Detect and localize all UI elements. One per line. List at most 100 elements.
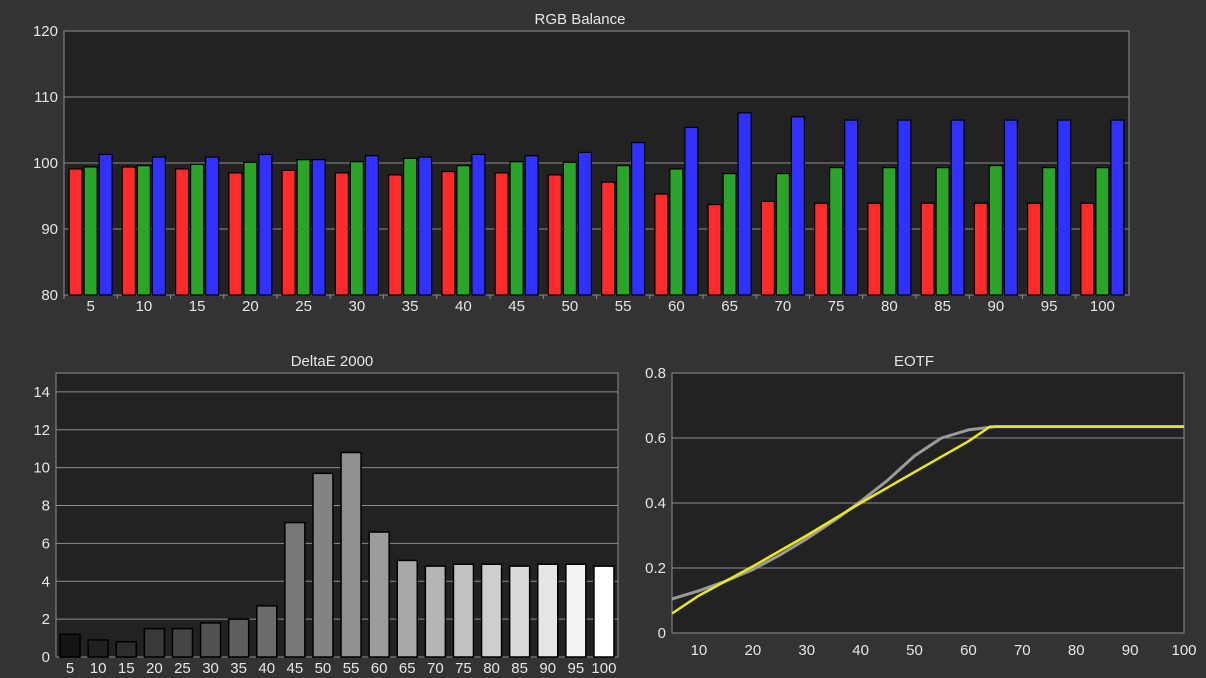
rgb-bar-blue bbox=[737, 112, 752, 296]
rgb-bar-red bbox=[121, 166, 136, 296]
rgb-x-tick-label: 55 bbox=[615, 298, 632, 315]
rgb-balance-chart: RGB Balance 80 90 100 110 120 5 10 15 20 25 30 35 4… bbox=[33, 11, 1130, 315]
rgb-x-tick-label: 40 bbox=[455, 298, 472, 315]
deltae-bar bbox=[227, 618, 250, 658]
rgb-bar-green bbox=[243, 161, 258, 296]
rgb-bar-red bbox=[1027, 202, 1042, 296]
deltae-x-tick-label: 35 bbox=[230, 660, 247, 677]
deltae-bar bbox=[171, 627, 194, 658]
rgb-x-tick-label: 90 bbox=[988, 298, 1005, 315]
rgb-bar-green bbox=[1042, 167, 1057, 296]
rgb-bar-red bbox=[601, 181, 616, 296]
deltae-x-tick-label: 100 bbox=[591, 660, 616, 677]
eotf-lines bbox=[671, 425, 1184, 615]
deltae-x-tick-label: 95 bbox=[568, 660, 585, 677]
rgb-bar-blue bbox=[524, 155, 539, 296]
rgb-bar-red bbox=[867, 202, 882, 296]
eotf-measured-line bbox=[671, 425, 1184, 615]
deltae-bar bbox=[565, 563, 587, 658]
rgb-y-tick-label: 110 bbox=[34, 89, 58, 106]
rgb-x-tick-label: 5 bbox=[86, 298, 94, 315]
deltae-x-tick-label: 65 bbox=[399, 660, 416, 677]
eotf-y-tick-label: 0.4 bbox=[645, 495, 666, 512]
rgb-bar-green bbox=[136, 165, 151, 296]
rgb-balance-title: RGB Balance bbox=[535, 11, 626, 28]
eotf-y-tick-label: 0.8 bbox=[645, 365, 666, 382]
rgb-bar-red bbox=[388, 174, 403, 296]
eotf-x-axis: 10 20 30 40 50 60 70 80 90 100 bbox=[691, 642, 1197, 659]
deltae-y-axis: 0 2 4 6 8 10 12 14 bbox=[33, 384, 50, 666]
rgb-bar-green bbox=[775, 172, 790, 296]
rgb-x-tick-label: 20 bbox=[242, 298, 259, 315]
rgb-bar-green bbox=[722, 172, 737, 296]
rgb-bar-green bbox=[616, 165, 631, 296]
deltae-bar bbox=[508, 565, 531, 658]
eotf-x-tick-label: 40 bbox=[852, 642, 869, 659]
deltae-bar bbox=[452, 563, 475, 658]
eotf-x-tick-label: 70 bbox=[1014, 642, 1031, 659]
eotf-x-tick-label: 90 bbox=[1122, 642, 1139, 659]
deltae-y-tick-label: 6 bbox=[42, 535, 50, 552]
deltae-y-tick-label: 14 bbox=[33, 384, 50, 401]
rgb-bar-blue bbox=[631, 141, 646, 296]
deltae-x-tick-label: 10 bbox=[90, 660, 107, 677]
rgb-x-tick-label: 25 bbox=[295, 298, 312, 315]
deltae-x-tick-label: 45 bbox=[287, 660, 304, 677]
deltae-y-tick-label: 8 bbox=[42, 498, 50, 515]
deltae-y-tick-label: 0 bbox=[42, 649, 50, 666]
rgb-bar-green bbox=[935, 167, 950, 296]
eotf-title: EOTF bbox=[894, 353, 934, 370]
eotf-y-tick-label: 0.2 bbox=[645, 560, 666, 577]
deltae-chart: DeltaE 2000 0 2 4 6 8 10 12 14 5 10 15 20 25 30 35 40 4… bbox=[33, 353, 619, 677]
deltae-bar bbox=[87, 639, 109, 658]
deltae-bar bbox=[480, 563, 503, 658]
deltae-x-axis: 5 10 15 20 25 30 35 40 45 50 55 60 65 70 75 80 85 90 95 100 bbox=[66, 660, 617, 677]
rgb-x-tick-label: 65 bbox=[721, 298, 738, 315]
rgb-bar-blue bbox=[205, 156, 220, 296]
rgb-bar-red bbox=[654, 193, 669, 296]
rgb-x-tick-label: 95 bbox=[1041, 298, 1058, 315]
deltae-plot-area bbox=[55, 372, 619, 658]
rgb-bar-red bbox=[1080, 202, 1095, 296]
rgb-bar-blue bbox=[897, 119, 912, 296]
rgb-x-tick-label: 100 bbox=[1090, 298, 1115, 315]
eotf-y-axis: 0 0.2 0.4 0.6 0.8 bbox=[645, 365, 666, 642]
rgb-y-tick-label: 90 bbox=[41, 221, 58, 238]
eotf-x-tick-label: 10 bbox=[691, 642, 708, 659]
rgb-bar-red bbox=[494, 172, 509, 296]
rgb-bar-red bbox=[281, 169, 296, 296]
deltae-y-tick-label: 4 bbox=[42, 573, 50, 590]
rgb-bar-red bbox=[441, 170, 456, 296]
rgb-bar-red bbox=[973, 202, 988, 296]
deltae-y-tick-label: 12 bbox=[33, 422, 50, 439]
rgb-bar-blue bbox=[364, 155, 379, 296]
rgb-bar-red bbox=[814, 202, 829, 296]
rgb-x-tick-label: 80 bbox=[881, 298, 898, 315]
rgb-x-tick-label: 85 bbox=[934, 298, 951, 315]
deltae-bar bbox=[143, 627, 166, 658]
rgb-bar-blue bbox=[98, 153, 113, 296]
deltae-bar bbox=[115, 641, 137, 658]
rgb-bar-blue bbox=[790, 116, 805, 296]
rgb-bar-green bbox=[829, 167, 844, 296]
eotf-x-tick-label: 100 bbox=[1171, 642, 1196, 659]
eotf-x-tick-label: 60 bbox=[960, 642, 977, 659]
rgb-bar-green bbox=[296, 159, 311, 296]
deltae-y-tick-label: 10 bbox=[33, 460, 50, 477]
rgb-bar-green bbox=[509, 161, 524, 296]
rgb-bar-red bbox=[68, 168, 83, 296]
deltae-title: DeltaE 2000 bbox=[291, 353, 374, 370]
rgb-bar-blue bbox=[844, 119, 859, 296]
rgb-bar-blue bbox=[1003, 119, 1018, 296]
rgb-bar-blue bbox=[1110, 119, 1125, 296]
deltae-x-tick-label: 20 bbox=[146, 660, 163, 677]
deltae-bar bbox=[284, 521, 306, 658]
deltae-bar bbox=[368, 531, 390, 658]
eotf-x-tick-label: 20 bbox=[744, 642, 761, 659]
deltae-bars bbox=[59, 451, 615, 658]
rgb-bar-blue bbox=[684, 126, 699, 296]
rgb-bar-blue bbox=[258, 153, 273, 296]
rgb-bar-green bbox=[403, 157, 418, 296]
rgb-bars bbox=[68, 112, 1125, 296]
